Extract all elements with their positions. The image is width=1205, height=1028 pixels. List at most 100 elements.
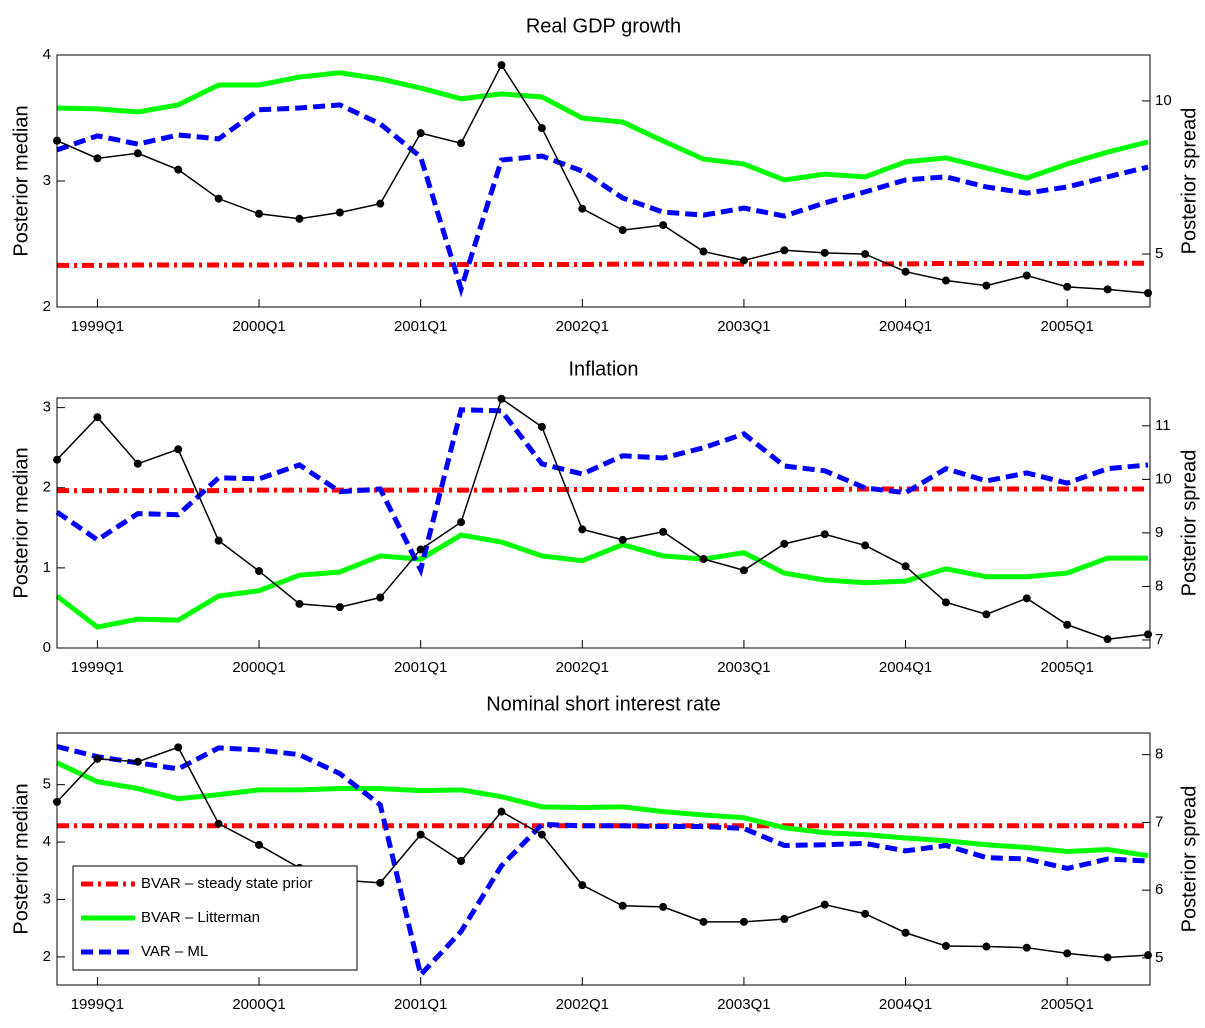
data-point [93,413,102,422]
data-point [537,422,546,431]
data-point [1144,289,1152,298]
data-point [497,807,506,816]
x-tick-label: 1999Q1 [71,318,124,335]
x-tick-label: 2004Q1 [879,318,932,335]
x-tick-label: 2005Q1 [1040,659,1093,676]
data-point [699,247,708,256]
data-point [578,204,587,213]
data-point [941,598,950,607]
data-point [416,545,425,554]
data-point [618,226,627,235]
x-tick-label: 1999Q1 [71,996,124,1013]
data-point [537,124,546,133]
y2-tick-label: 8 [1155,746,1163,763]
y-tick-label: 0 [43,639,51,656]
data-point [1063,282,1072,291]
y-tick-label: 4 [43,833,51,850]
legend-label: VAR – ML [141,943,208,960]
data-point [618,901,627,910]
data-point [982,281,991,290]
data-point [699,917,708,926]
data-point [93,154,102,163]
data-point [416,830,425,839]
legend-label: BVAR – Litterman [141,909,260,926]
data-point [133,459,142,468]
plot-frame [56,397,1151,649]
series-line [55,532,1148,630]
y-tick-label: 4 [43,46,51,63]
y-tick-label: 3 [43,399,51,416]
data-point [1022,271,1031,280]
data-point [1022,594,1031,603]
data-point [335,603,344,612]
data-point [820,248,829,257]
data-point [699,555,708,564]
x-tick-label: 2004Q1 [879,659,932,676]
series-line [57,486,1148,494]
y-tick-label: 2 [43,948,51,965]
y2-tick-label: 10 [1155,470,1172,487]
x-tick-label: 2001Q1 [394,318,447,335]
x-tick-label: 2003Q1 [717,318,770,335]
data-point [659,221,668,230]
y2-tick-label: 10 [1155,92,1172,109]
data-point [133,149,142,158]
data-point [376,878,385,887]
data-point [1063,949,1072,958]
data-point [174,165,183,174]
data-point [295,599,304,608]
data-point [537,830,546,839]
x-tick-label: 2000Q1 [232,318,285,335]
y-axis-label: Posterior median [10,105,32,256]
series-line [56,102,1149,298]
x-tick-label: 2000Q1 [232,659,285,676]
data-point [1103,635,1112,644]
data-point [780,246,789,255]
x-tick-label: 2001Q1 [394,659,447,676]
y-tick-label: 3 [43,172,51,189]
y2-tick-label: 11 [1155,417,1171,434]
data-point [941,941,950,950]
x-tick-label: 2002Q1 [556,659,609,676]
data-point [255,567,264,576]
x-tick-label: 2002Q1 [556,996,609,1013]
data-point [497,394,506,403]
chart-title: Inflation [568,358,638,380]
series-line [56,746,1149,959]
data-point [820,900,829,909]
data-point [659,902,668,911]
x-tick-label: 1999Q1 [71,659,124,676]
data-point [416,129,425,138]
chart-title: Nominal short interest rate [486,693,721,715]
data-point [861,541,870,550]
x-tick-label: 2000Q1 [232,996,285,1013]
data-point [376,593,385,602]
data-point [982,610,991,619]
y2-axis-label: Posterior spread [1178,786,1200,933]
data-point [214,194,223,203]
data-point [255,840,264,849]
data-point [618,535,627,544]
y-tick-label: 1 [43,559,51,576]
y2-tick-label: 7 [1155,631,1163,648]
y2-tick-label: 7 [1155,813,1163,830]
series-line [55,760,1149,859]
data-point [457,139,466,148]
data-point [376,199,385,208]
data-point [861,250,870,259]
data-point [214,819,223,828]
data-point [659,527,668,536]
data-point [861,909,870,918]
data-point [941,276,950,285]
data-point [1103,953,1112,962]
legend-label: BVAR – steady state prior [141,875,312,892]
y2-axis-label: Posterior spread [1178,108,1200,255]
x-tick-label: 2005Q1 [1040,318,1093,335]
x-tick-label: 2003Q1 [717,996,770,1013]
data-point [739,566,748,575]
y2-tick-label: 8 [1155,577,1163,594]
y2-axis-label: Posterior spread [1178,450,1200,597]
data-point [1144,951,1152,960]
series-line [56,744,1149,980]
